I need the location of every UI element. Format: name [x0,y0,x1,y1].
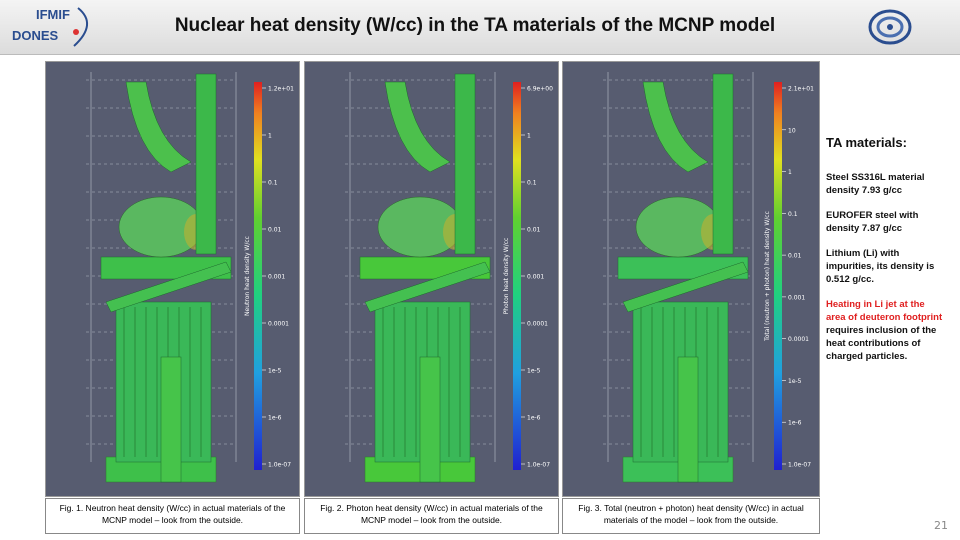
side-panel: TA materials: Steel SS316L material dens… [826,132,944,375]
slide-title: Nuclear heat density (W/cc) in the TA ma… [174,15,776,36]
render: 2.1e+01 10 1 0.1 0.01 0.001 0.0001 1e-5 1e-6 1.0e… [603,72,814,483]
colorbar-tick-label: 1.0e-07 [788,462,811,469]
colorbar-tick-label: 0.01 [788,253,802,260]
colorbar-tick-label: 1e-6 [788,420,802,427]
colorbar-tick-label: 0.0001 [527,321,548,328]
colorbar-tick-label: 0.0001 [268,321,289,328]
colorbar-tick-label: 1 [527,133,531,140]
support [622,261,749,313]
colorbar [254,82,262,470]
figure: 2.1e+01 10 1 0.1 0.01 0.001 0.0001 1e-5 1e-6 1.0e… [562,61,820,497]
page-number: 21 [934,519,948,532]
colorbar [513,82,521,470]
note-highlight: Heating in Li jet at the area of deutero… [826,299,943,323]
caption: Fig. 2. Photon heat density (W/cc) in ac… [304,498,559,534]
colorbar-tick-label: 6.9e+00 [527,86,553,93]
beam-duct [125,81,192,173]
tower [454,73,476,255]
side-heading: TA materials: [826,135,907,150]
colorbar-tick-label: 0.1 [788,211,798,218]
colorbar-tick-label: 1 [788,169,792,176]
colorbar-tick-label: 0.001 [788,294,805,301]
caption: Fig. 3. Total (neutron + photon) heat de… [562,498,820,534]
material-item: EUROFER steel with density 7.87 g/cc [826,210,919,234]
column [160,356,182,483]
logo-left: IFMIF DONES [12,7,88,47]
colorbar-tick-label: 1e-6 [527,415,541,422]
beam-duct [642,81,709,173]
colorbar-tick-label: 0.01 [527,227,541,234]
figure: 6.9e+00 1 0.1 0.01 0.001 0.0001 1e-5 1e-6 1.0e-0… [304,61,559,497]
caption: Fig. 1. Neutron heat density (W/cc) in a… [45,498,300,534]
logo-top: IFMIF [36,7,70,22]
colorbar-tick-label: 1.0e-07 [268,462,291,469]
header-band: IFMIF DONES Nuclear heat density (W/cc) … [0,0,960,55]
render: 1.2e+01 1 0.1 0.01 0.001 0.0001 1e-5 1e-6 1.0e-0… [86,72,294,483]
colorbar-tick-label: 1e-6 [268,415,282,422]
column [419,356,441,483]
colorbar-tick-label: 1e-5 [268,368,282,375]
colorbar-tick-label: 1.2e+01 [268,86,294,93]
colorbar-tick-label: 2.1e+01 [788,86,814,93]
colorbar-tick-label: 0.1 [527,180,537,187]
colorbar-tick-label: 0.001 [527,274,544,281]
tower [195,73,217,255]
colorbar-title: Neutron heat density W/cc [244,236,251,316]
column [677,356,699,483]
tower [712,73,734,255]
beam-duct [384,81,451,173]
figure: 1.2e+01 1 0.1 0.01 0.001 0.0001 1e-5 1e-6 1.0e-0… [45,61,300,497]
colorbar-tick-label: 0.0001 [788,336,809,343]
support [105,261,232,313]
colorbar-tick-label: 1 [268,133,272,140]
render: 6.9e+00 1 0.1 0.01 0.001 0.0001 1e-5 1e-6 1.0e-0… [345,72,553,483]
colorbar-tick-label: 10 [788,127,796,134]
colorbar-tick-label: 1e-5 [527,368,541,375]
logo-right [868,9,912,45]
note: Heating in Li jet at the area of deutero… [826,298,944,363]
material-item: Lithium (Li) with impurities, its densit… [826,248,935,285]
colorbar-tick-label: 0.1 [268,180,278,187]
support [364,261,491,313]
colorbar-tick-label: 0.01 [268,227,282,234]
note-rest: requires inclusion of the heat contribut… [826,325,937,362]
material-item: Steel SS316L material density 7.93 g/cc [826,172,925,196]
colorbar-tick-label: 0.001 [268,274,285,281]
colorbar [774,82,782,470]
logo-bottom: DONES [12,28,59,43]
colorbar-title: Photon heat density W/cc [503,238,510,315]
colorbar-tick-label: 1.0e-07 [527,462,550,469]
colorbar-title: Total (neutron + photon) heat density W/… [764,211,771,342]
colorbar-tick-label: 1e-5 [788,378,802,385]
